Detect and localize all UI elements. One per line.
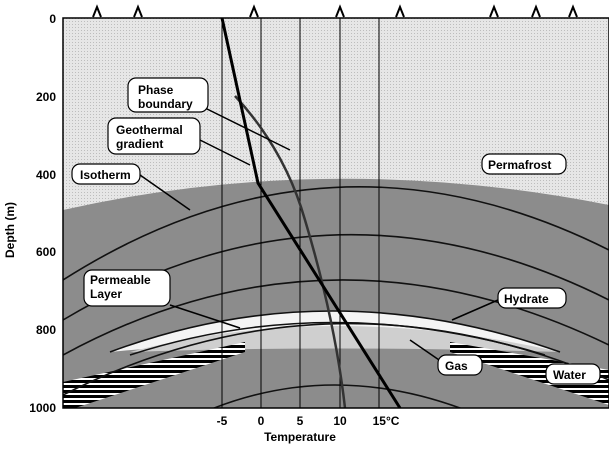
callout-text-line: boundary — [138, 97, 193, 111]
x-tick-label: 0 — [258, 414, 265, 428]
x-tick-label: -5 — [217, 414, 228, 428]
x-axis-label: Temperature — [264, 430, 336, 444]
callout-label: Isotherm — [80, 168, 131, 182]
depth-ticks: 0 200 400 600 800 1000 — [29, 12, 56, 415]
callout-label: Hydrate — [504, 292, 549, 306]
callout-text-line: Layer — [90, 287, 122, 301]
callout-label: Permafrost — [488, 158, 551, 172]
surface-markers — [93, 7, 577, 17]
y-tick-label: 0 — [49, 12, 56, 26]
surface-marker — [93, 7, 577, 17]
callout-text: Permeable — [90, 273, 151, 287]
x-tick-label: 15°C — [373, 414, 400, 428]
diagram: 0 200 400 600 800 1000 Depth (m) -5 0 5 … — [0, 0, 609, 450]
callout-text: Phase — [138, 83, 174, 97]
y-tick-label: 800 — [36, 323, 56, 337]
y-tick-label: 1000 — [29, 401, 56, 415]
y-axis-label: Depth (m) — [3, 202, 17, 258]
callout-label: Gas — [445, 359, 468, 373]
x-tick-label: 5 — [297, 414, 304, 428]
callout-text-line: gradient — [116, 137, 163, 151]
callout-label: Water — [553, 368, 586, 382]
y-tick-label: 400 — [36, 168, 56, 182]
callout-text: Geothermal — [116, 123, 183, 137]
x-tick-label: 10 — [333, 414, 347, 428]
y-tick-label: 200 — [36, 90, 56, 104]
y-tick-label: 600 — [36, 245, 56, 259]
